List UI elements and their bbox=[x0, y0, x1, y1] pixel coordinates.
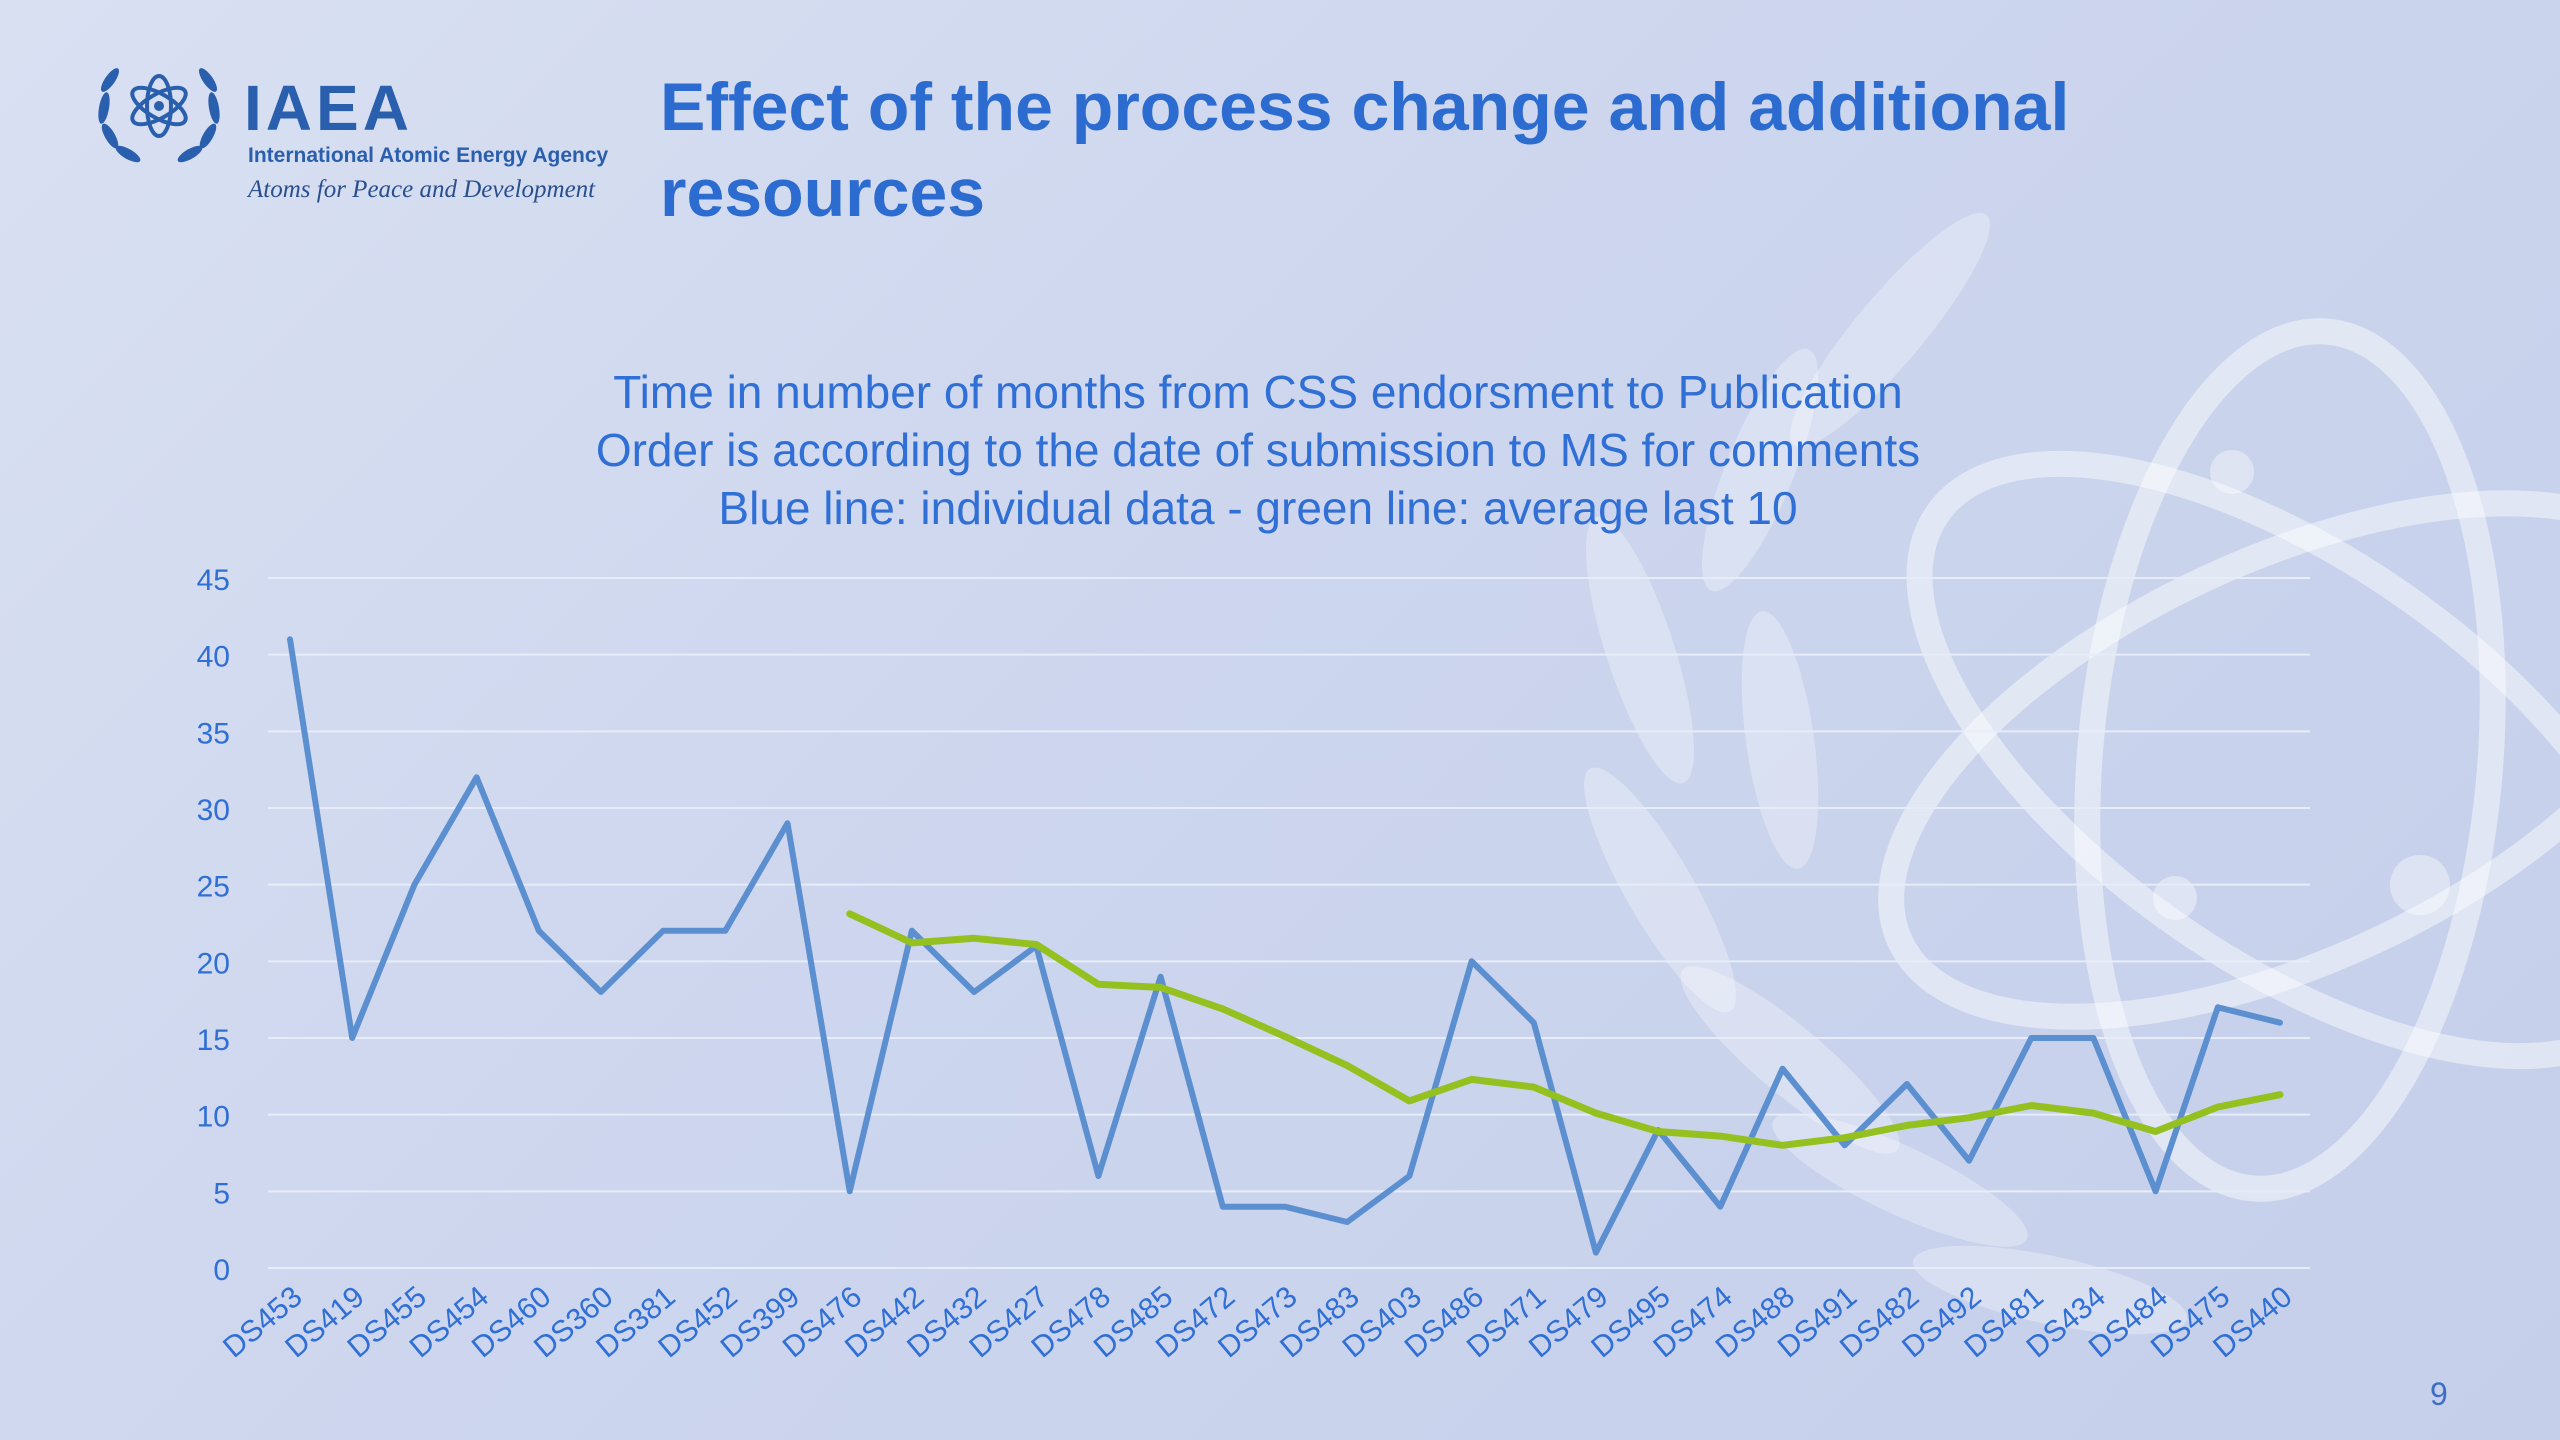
y-tick-label: 25 bbox=[197, 871, 230, 904]
y-tick-label: 10 bbox=[197, 1101, 230, 1134]
y-tick-label: 20 bbox=[197, 947, 230, 980]
y-tick-label: 30 bbox=[197, 794, 230, 827]
chart-title-line: Time in number of months from CSS endors… bbox=[613, 366, 1902, 418]
y-tick-label: 40 bbox=[197, 641, 230, 674]
logo-wordmark: IAEA bbox=[244, 72, 413, 144]
atom-laurel-emblem-icon bbox=[98, 68, 220, 163]
series-line-average bbox=[846, 910, 2284, 1149]
y-tick-label: 35 bbox=[197, 717, 230, 750]
slide-title: Effect of the process change and additio… bbox=[660, 69, 2070, 231]
y-tick-label: 45 bbox=[197, 564, 230, 597]
y-tick-label: 0 bbox=[213, 1254, 230, 1287]
chart-title-line: Order is according to the date of submis… bbox=[596, 424, 1920, 476]
iaea-logo: IAEA International Atomic Energy Agency … bbox=[88, 48, 648, 218]
chart-title-line: Blue line: individual data - green line:… bbox=[718, 482, 1797, 534]
logo-subtitle: International Atomic Energy Agency bbox=[248, 144, 609, 167]
y-tick-label: 5 bbox=[213, 1177, 230, 1210]
y-axis-tick-labels: 0 5 10 15 20 25 30 35 40 45 bbox=[197, 564, 230, 1287]
series-line-individual bbox=[287, 636, 2283, 1256]
x-axis-tick-labels: DS453DS419DS455DS454DS460DS360DS381DS452… bbox=[217, 1280, 2298, 1364]
chart-series bbox=[287, 636, 2284, 1256]
logo-tagline: Atoms for Peace and Development bbox=[248, 176, 596, 203]
page-number: 9 bbox=[2430, 1376, 2448, 1412]
chart-gridlines bbox=[268, 577, 2310, 1269]
chart-title: Time in number of months from CSS endors… bbox=[596, 366, 1920, 534]
y-tick-label: 15 bbox=[197, 1024, 230, 1057]
